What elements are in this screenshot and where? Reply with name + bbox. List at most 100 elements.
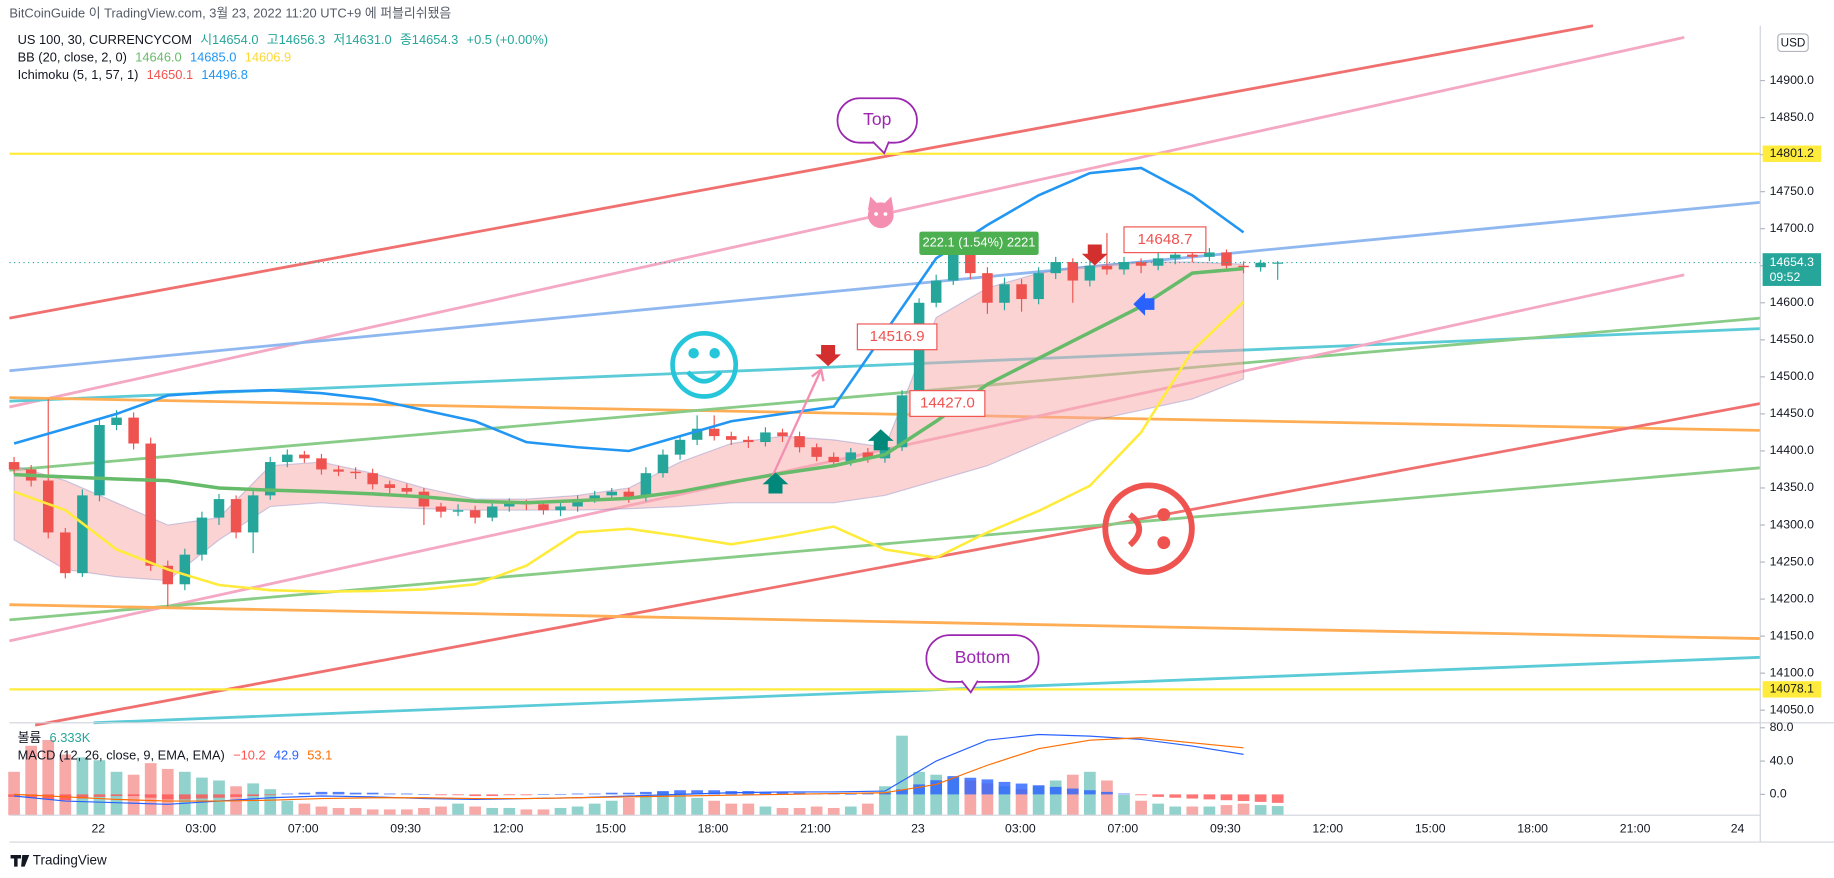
candle-body [896, 395, 908, 448]
y-tick-label: 14150.0 [1770, 628, 1815, 642]
indicator-value: 14606.9 [245, 50, 291, 65]
macd-histogram-bar [161, 794, 174, 800]
volume-bar [8, 771, 20, 816]
macd-histogram-bar [674, 790, 686, 795]
macd-histogram-bar [1203, 794, 1216, 800]
candle-body [640, 473, 652, 497]
price-label: 14427.0 [909, 390, 986, 417]
candle-body [1221, 252, 1232, 266]
x-tick-label: 18:00 [698, 821, 729, 835]
candle-body [247, 495, 259, 533]
candle-body [726, 436, 737, 440]
volume-bar [742, 803, 755, 816]
macd-histogram-bar [1186, 794, 1199, 799]
candle-body [674, 439, 686, 455]
macd-histogram-bar [657, 791, 669, 795]
macd-histogram-bar [503, 794, 516, 796]
macd-histogram-bar [776, 791, 789, 795]
volume-bar [657, 792, 669, 816]
price-label-text: 14516.9 [870, 328, 925, 345]
trend-line [9, 327, 1761, 403]
macd-histogram-bar [110, 794, 123, 797]
footer: TradingView [10, 852, 107, 867]
volume-bar [964, 780, 977, 816]
volume-bar [622, 797, 635, 816]
volume-bar [793, 807, 806, 816]
macd-histogram-bar [844, 794, 857, 795]
candle-body [1050, 262, 1061, 274]
candle-body [162, 565, 174, 585]
volume-bar [349, 807, 362, 816]
candle-body [691, 428, 703, 440]
candle-body [1152, 258, 1164, 266]
macd-histogram-bar [213, 794, 225, 798]
macd-histogram-bar [947, 776, 960, 795]
trend-line [9, 316, 1761, 472]
macd-histogram-bar [264, 794, 277, 796]
level-box [1762, 681, 1822, 698]
candle-body [589, 495, 600, 500]
candle-body [538, 504, 549, 511]
volume-bar [503, 807, 516, 816]
volume-bar [298, 803, 311, 816]
volume-bar [144, 763, 157, 816]
candle-body [708, 428, 720, 437]
volume-bar [1015, 789, 1028, 816]
macd-histogram-bar [1271, 794, 1284, 803]
macd-histogram-bar [759, 791, 772, 795]
frame [9, 25, 1834, 843]
macd-histogram-bar [76, 794, 89, 799]
candle-body [299, 454, 310, 459]
volume-bar [1032, 786, 1045, 816]
volume-bar [93, 760, 106, 816]
trend-line [9, 603, 1761, 640]
level-label: 14078.1 [1770, 682, 1815, 696]
candle-body [743, 439, 754, 443]
drawings [9, 24, 1761, 727]
macd-histogram-bar [332, 791, 345, 795]
ohlc: 종14654.3 [400, 32, 458, 47]
y-tick-label: 14400.0 [1770, 443, 1815, 457]
volume-bar [674, 793, 686, 816]
candle-body [1067, 262, 1079, 281]
candle-body [1255, 262, 1266, 268]
macd-histogram-bar [537, 794, 550, 795]
left-arrow [1133, 292, 1155, 316]
candle-body [316, 458, 327, 470]
legend-row: BB (20, close, 2, 0) 14646.0 14685.0 146… [18, 50, 292, 65]
macd-histogram-bar [930, 780, 943, 795]
up-arrow [762, 472, 789, 494]
volume-bar [281, 800, 294, 816]
indicator-value: 14496.8 [201, 67, 247, 82]
candle-body [60, 532, 71, 574]
candle-body [982, 273, 993, 303]
macd-histogram-bar [349, 792, 362, 795]
x-tick-label: 12:00 [1312, 821, 1343, 835]
macd-histogram-bar [981, 779, 994, 795]
macd-histogram-bar [1254, 794, 1267, 802]
candle-body [1118, 262, 1130, 270]
measure-label: 222.1 (1.54%) 2221 [919, 231, 1039, 255]
candle-body [486, 506, 498, 518]
change: +0.5 (+0.00%) [467, 32, 549, 47]
macd-histogram-bar [1049, 786, 1062, 795]
level-box [1762, 145, 1822, 162]
macd-histogram-bar [178, 794, 191, 800]
legend-row: 볼륨 6.333K [18, 731, 91, 746]
cat-icon [867, 196, 894, 229]
macd-histogram-bar [469, 794, 481, 797]
macd-histogram-bar [452, 794, 464, 796]
macd-histogram-bar [127, 794, 140, 797]
x-tick-label: 09:30 [1210, 821, 1241, 835]
candle-body [94, 425, 105, 496]
macd-histogram-bar [1015, 783, 1028, 795]
y-tick-label: 14750.0 [1770, 184, 1815, 198]
indicator-name: Ichimoku (5, 1, 57, 1) [18, 67, 139, 82]
macd-histogram-bar [571, 793, 584, 795]
ohlc: 저14631.0 [333, 32, 391, 47]
indicator-value: 53.1 [307, 748, 332, 763]
candle-body [811, 447, 822, 457]
candle-body [77, 495, 88, 574]
macd-histogram-bar [605, 792, 618, 795]
